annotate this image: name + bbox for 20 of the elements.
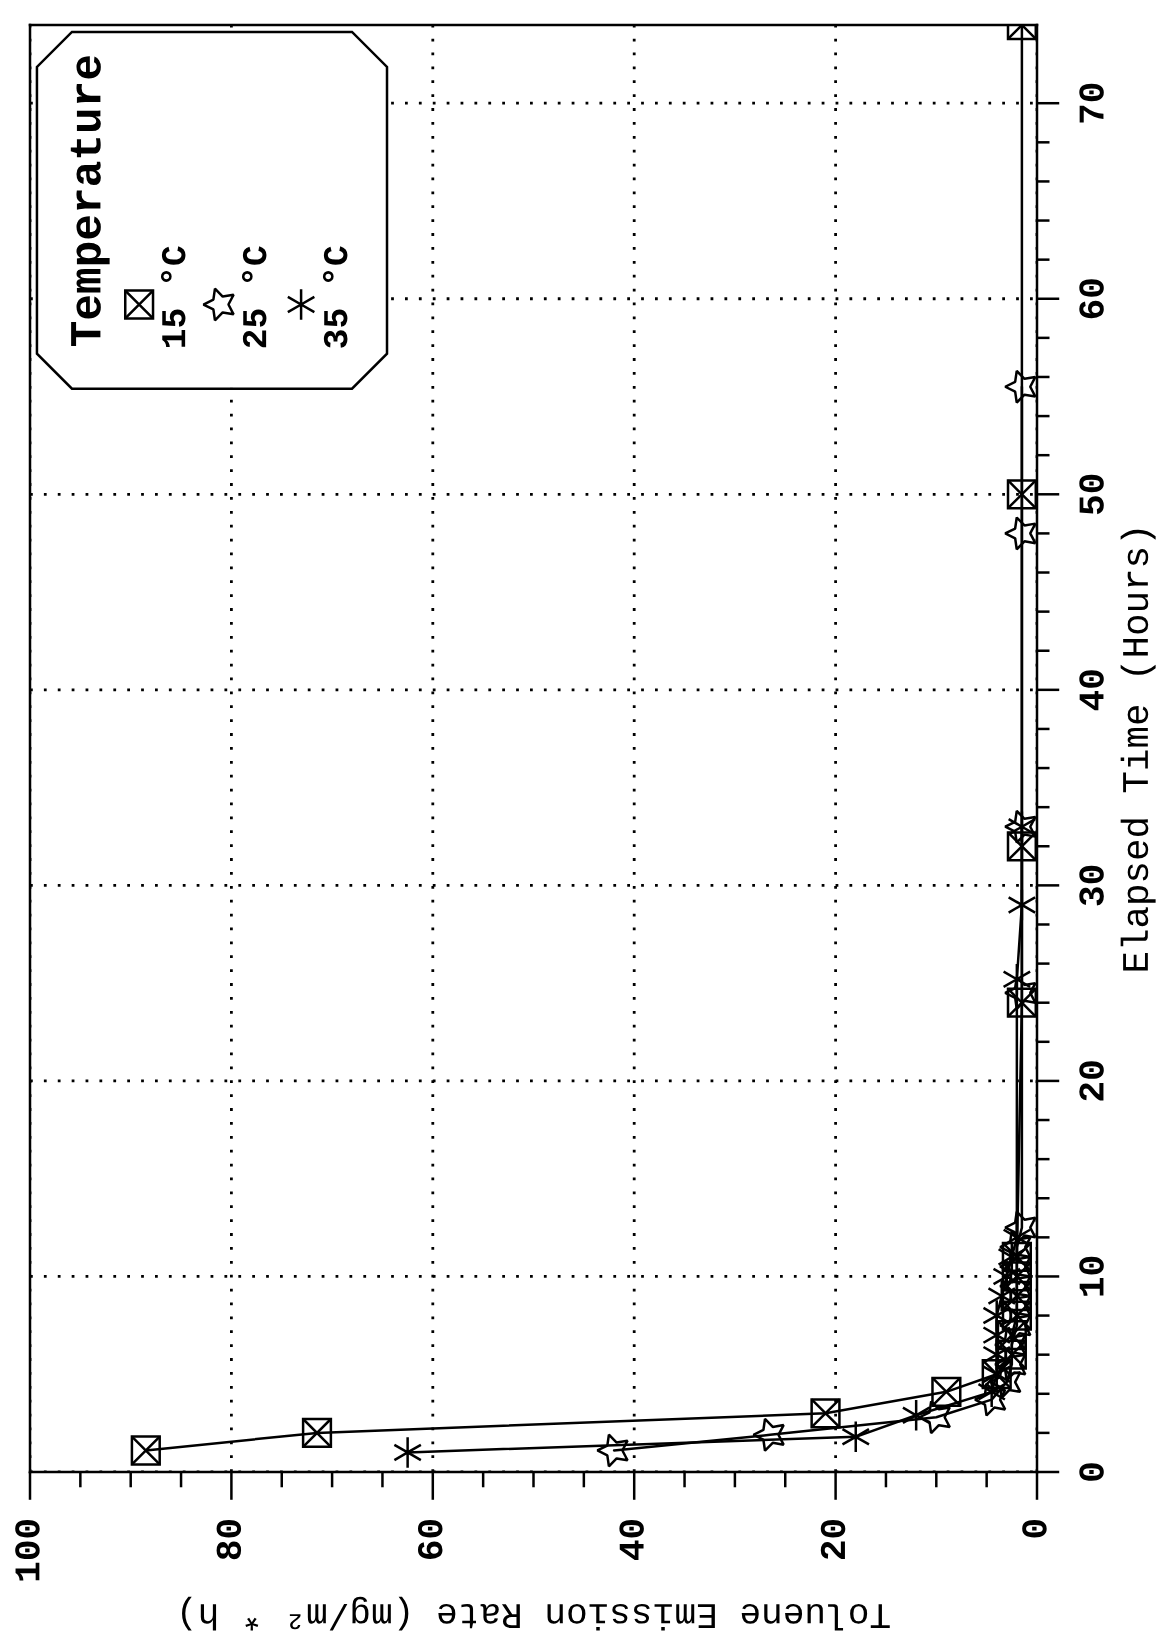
y-tick-label: 40: [1079, 670, 1104, 711]
y-tick-label: 10: [1079, 1256, 1104, 1296]
x-tick-label: 0: [1022, 1519, 1047, 1538]
y-tick-label: 30: [1079, 865, 1104, 906]
x-tick-label: 80: [216, 1519, 242, 1560]
x-axis-title: Toluene Emission Rate (mg/m² * h): [182, 1596, 890, 1631]
legend-label: 15 °C: [160, 246, 186, 348]
y-tick-label: 50: [1079, 474, 1104, 515]
y-tick-label: 0: [1079, 1463, 1104, 1481]
legend-label: 25 °C: [241, 246, 267, 348]
y-tick-label: 70: [1079, 83, 1104, 123]
legend-title: Temperature: [70, 56, 110, 347]
y-tick-label: 60: [1079, 279, 1104, 319]
x-tick-label: 40: [619, 1519, 644, 1560]
y-tick-label: 20: [1079, 1061, 1104, 1101]
legend-label: 35 °C: [322, 246, 348, 348]
y-axis-title: Elapsed Time (Hours): [1120, 529, 1156, 971]
x-tick-label: 20: [820, 1519, 846, 1560]
x-tick-label: 100: [15, 1519, 40, 1581]
x-tick-label: 60: [417, 1519, 443, 1559]
